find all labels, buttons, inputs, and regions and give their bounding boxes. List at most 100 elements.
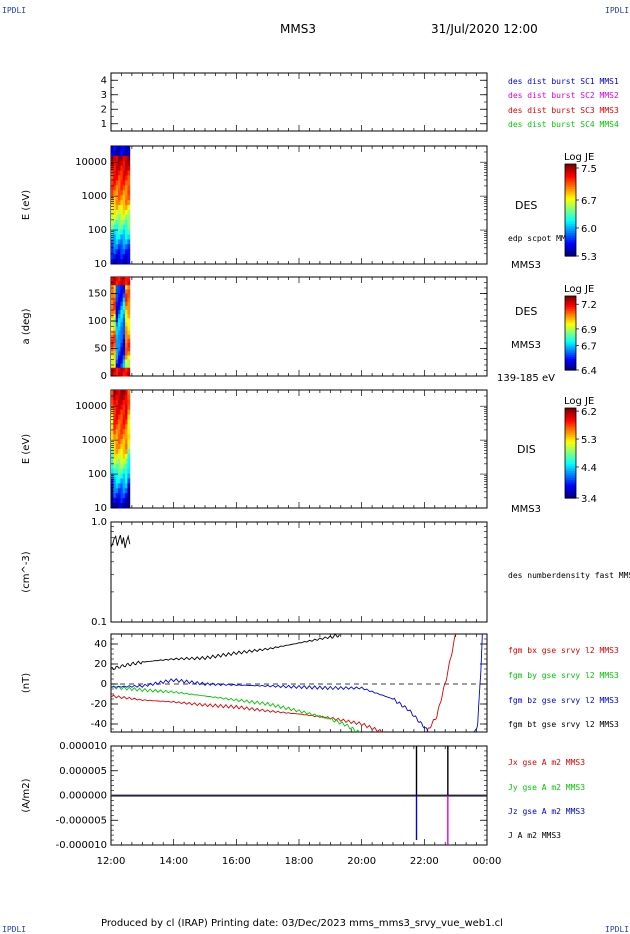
heatmap-cell bbox=[122, 439, 126, 445]
heatmap-cell bbox=[122, 229, 126, 235]
spacecraft-label: MMS3 bbox=[511, 340, 541, 351]
heatmap-cell bbox=[125, 394, 128, 401]
colorbar-cell bbox=[565, 334, 576, 338]
heatmap-cell bbox=[115, 498, 119, 504]
heatmap-cell bbox=[127, 310, 131, 315]
heatmap-cell bbox=[125, 200, 128, 206]
heatmap-cell bbox=[120, 390, 124, 396]
field-series-line bbox=[111, 634, 483, 732]
heatmap-cell bbox=[122, 190, 126, 196]
y-tick-label: 0.1 bbox=[91, 617, 107, 628]
heatmap-cell bbox=[125, 301, 128, 307]
colorbar-cell bbox=[565, 360, 576, 364]
heatmap-cell bbox=[115, 165, 119, 171]
heatmap-cell bbox=[113, 293, 117, 299]
heatmap-cell bbox=[125, 498, 128, 504]
colorbar-cell bbox=[565, 344, 576, 347]
heatmap-cell bbox=[125, 338, 128, 344]
colorbar-cell bbox=[565, 475, 576, 479]
heatmap-cell bbox=[115, 424, 119, 430]
heatmap-cell bbox=[115, 488, 119, 494]
y-tick-label: 1000 bbox=[82, 435, 107, 446]
y-tick-label: 0 bbox=[101, 371, 107, 382]
heatmap-cell bbox=[125, 305, 128, 311]
footer-text: Produced by cl (IRAP) Printing date: 03/… bbox=[101, 918, 503, 929]
colorbar-cell bbox=[565, 307, 576, 310]
heatmap-cell bbox=[118, 289, 121, 294]
colorbar-cell bbox=[565, 421, 576, 425]
y-tick-label: 10000 bbox=[75, 157, 107, 168]
heatmap-cell bbox=[113, 155, 117, 162]
heatmap-cell bbox=[111, 234, 114, 240]
heatmap-cell bbox=[125, 351, 128, 356]
heatmap-cell bbox=[127, 478, 131, 484]
heatmap-cell bbox=[113, 297, 117, 303]
heatmap-cell bbox=[120, 190, 124, 196]
panel-frame bbox=[110, 276, 488, 377]
colorbar-cell bbox=[565, 184, 576, 188]
colorbar-cell bbox=[565, 297, 576, 301]
heatmap-cell bbox=[120, 305, 124, 311]
heatmap-cell bbox=[127, 498, 131, 504]
colorbar-cell bbox=[565, 435, 576, 438]
heatmap-cell bbox=[115, 449, 119, 455]
heatmap-cell bbox=[120, 463, 124, 470]
heatmap-cell bbox=[111, 244, 114, 250]
heatmap-cell bbox=[111, 468, 114, 474]
heatmap-cell bbox=[115, 478, 119, 484]
heatmap-cell bbox=[127, 190, 131, 196]
heatmap-cell bbox=[127, 259, 131, 265]
heatmap-cell bbox=[125, 343, 128, 348]
heatmap-cell bbox=[118, 180, 121, 186]
heatmap-cell bbox=[120, 200, 124, 206]
y-tick-label: 0 bbox=[101, 679, 107, 690]
heatmap-cell bbox=[111, 347, 114, 352]
heatmap-cell bbox=[115, 310, 119, 315]
heatmap-cell bbox=[115, 205, 119, 211]
heatmap-cell bbox=[118, 318, 121, 323]
heatmap-cell bbox=[115, 214, 119, 221]
heatmap-cell bbox=[113, 359, 117, 365]
colorbar-cell bbox=[565, 426, 576, 429]
heatmap-cell bbox=[118, 390, 121, 396]
heatmap-cell bbox=[125, 219, 128, 226]
colorbar-cell bbox=[565, 212, 576, 216]
heatmap-cell bbox=[125, 155, 128, 162]
heatmap-cell bbox=[118, 439, 121, 445]
heatmap-cell bbox=[122, 394, 126, 401]
heatmap-cell bbox=[127, 200, 131, 206]
colorbar-tick-label: 3.4 bbox=[581, 494, 597, 505]
heatmap-cell bbox=[125, 330, 128, 336]
species-label: DES bbox=[515, 305, 537, 318]
heatmap-cell bbox=[111, 249, 114, 255]
species-label: DIS bbox=[517, 443, 536, 456]
colorbar-cell bbox=[565, 301, 576, 304]
heatmap-cell bbox=[122, 146, 126, 152]
heatmap-cell bbox=[120, 493, 124, 499]
heatmap-cell bbox=[111, 359, 114, 365]
heatmap-cell bbox=[120, 195, 124, 201]
heatmap-cell bbox=[115, 305, 119, 311]
heatmap-cell bbox=[118, 334, 121, 340]
colorbar-cell bbox=[565, 368, 576, 371]
heatmap-cell bbox=[111, 180, 114, 186]
heatmap-cell bbox=[115, 229, 119, 235]
heatmap-cell bbox=[120, 444, 124, 450]
colorbar-tick-label: 7.2 bbox=[581, 300, 597, 311]
colorbar-cell bbox=[565, 331, 576, 334]
colorbar-cell bbox=[565, 327, 576, 330]
heatmap-cell bbox=[127, 277, 131, 282]
field-series-line bbox=[111, 634, 340, 671]
heatmap-cell bbox=[115, 343, 119, 348]
heatmap-cell bbox=[120, 155, 124, 162]
x-tick-label: 00:00 bbox=[473, 856, 502, 867]
y-tick-label: -40 bbox=[91, 719, 107, 730]
heatmap-cell bbox=[118, 478, 121, 484]
heatmap-cell bbox=[113, 498, 117, 504]
panel-frame bbox=[110, 633, 488, 733]
heatmap-cell bbox=[111, 200, 114, 206]
heatmap-cell bbox=[125, 175, 128, 181]
heatmap-cell bbox=[120, 424, 124, 430]
density-series-line bbox=[110, 534, 131, 549]
heatmap-cell bbox=[113, 195, 117, 201]
